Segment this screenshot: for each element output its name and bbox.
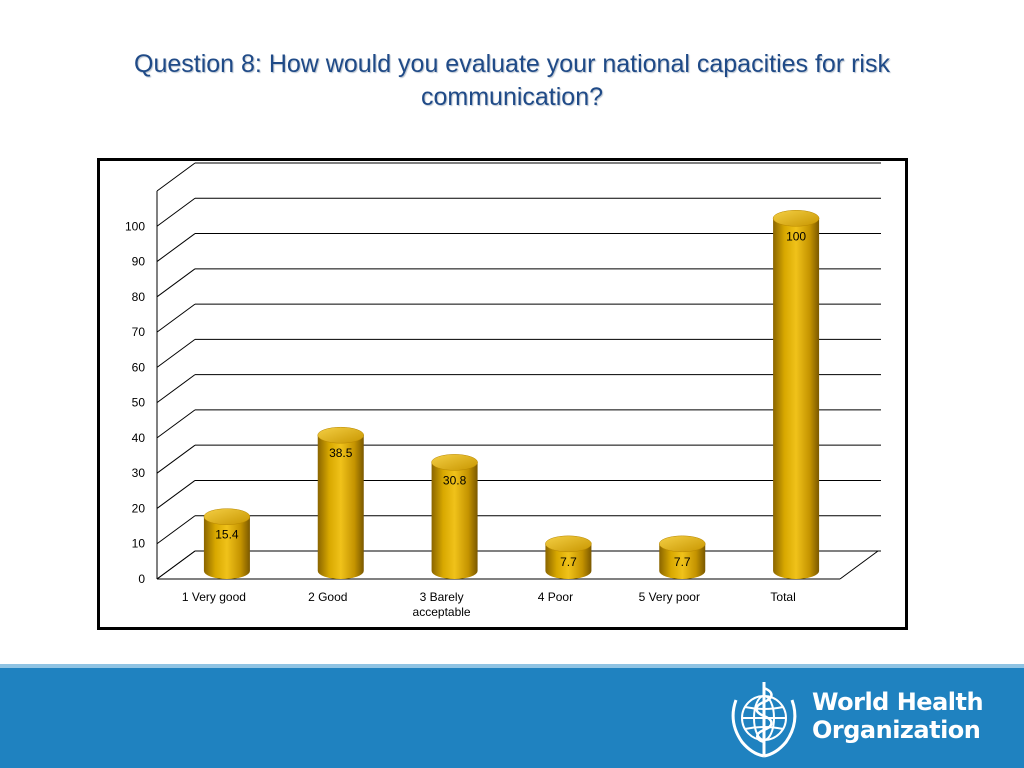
bar — [772, 210, 820, 579]
organization-name: World Health Organization — [812, 688, 984, 744]
who-emblem-icon — [731, 682, 797, 758]
bar-chart: 0 10 20 30 40 50 60 70 80 90 100 15.4 1 Very good 38.… — [125, 162, 881, 619]
bar-cap — [659, 535, 706, 553]
x-tick-label: 2 Good — [308, 590, 347, 604]
x-tick-label-line: 3 Barely — [420, 590, 464, 604]
gridline — [156, 480, 196, 509]
x-tick-label: 1 Very good — [182, 590, 246, 604]
x-tick-label-line: 5 Very poor — [639, 590, 700, 604]
bar-cap — [431, 454, 478, 471]
gridline — [156, 162, 196, 192]
y-tick-label: 50 — [132, 396, 146, 410]
y-tick-label: 20 — [132, 501, 146, 515]
x-tick-label-line: 2 Good — [308, 590, 347, 604]
bar — [659, 535, 706, 579]
bar-body — [659, 543, 706, 579]
footer-band — [0, 668, 1024, 768]
gridline — [156, 515, 196, 545]
bar-body — [773, 218, 820, 579]
gridline — [156, 233, 196, 262]
gridline — [156, 374, 196, 404]
data-label: 38.5 — [329, 446, 353, 460]
floor-edge — [839, 550, 879, 580]
chart-frame: 0 10 20 30 40 50 60 70 80 90 100 15.4 1 Very good 38.… — [97, 158, 908, 630]
bar — [545, 535, 592, 579]
data-label: 100 — [786, 229, 806, 243]
bar-body — [431, 462, 478, 579]
y-tick-label: 10 — [132, 537, 146, 551]
x-tick-label-line: acceptable — [413, 605, 471, 619]
y-tick-label: 80 — [132, 290, 146, 304]
organization-name-line2: Organization — [812, 716, 981, 744]
gridline — [156, 303, 196, 333]
data-label: 30.8 — [443, 473, 467, 487]
data-label: 15.4 — [215, 528, 239, 542]
bar — [431, 454, 478, 579]
x-tick-label-line: 4 Poor — [538, 590, 573, 604]
bar — [203, 508, 251, 579]
y-tick-label: 0 — [138, 572, 145, 586]
y-tick-label: 90 — [132, 255, 146, 269]
organization-name-line1: World Health — [812, 688, 984, 716]
data-label: 7.7 — [560, 555, 577, 569]
bar-body — [317, 435, 364, 579]
gridline — [156, 197, 196, 227]
y-tick-label: 100 — [125, 219, 145, 233]
bar — [317, 426, 364, 579]
footer-stripe — [0, 664, 1024, 668]
x-tick-label: Total — [770, 590, 795, 604]
bar-cap — [545, 535, 592, 553]
y-tick-label: 60 — [132, 360, 146, 374]
gridline — [156, 338, 196, 368]
bar-body — [203, 516, 250, 579]
slide-title: Question 8: How would you evaluate your … — [134, 50, 890, 111]
x-tick-label: 5 Very poor — [639, 590, 700, 604]
y-tick-label: 70 — [132, 325, 146, 339]
y-tick-label: 30 — [132, 466, 146, 480]
gridline — [156, 444, 196, 474]
data-label: 7.7 — [674, 555, 691, 569]
gridline — [156, 409, 196, 439]
bar-cap — [203, 508, 251, 525]
bar-cap — [772, 210, 820, 227]
x-tick-label: 3 Barely acceptable — [413, 590, 471, 619]
gridline — [156, 268, 196, 298]
x-tick-label: 4 Poor — [538, 590, 573, 604]
bar-body — [545, 543, 592, 579]
y-tick-label: 40 — [132, 431, 146, 445]
x-tick-label-line: 1 Very good — [182, 590, 246, 604]
bar-cap — [317, 426, 364, 444]
x-tick-label-line: Total — [770, 590, 795, 604]
floor-edge — [156, 550, 196, 580]
